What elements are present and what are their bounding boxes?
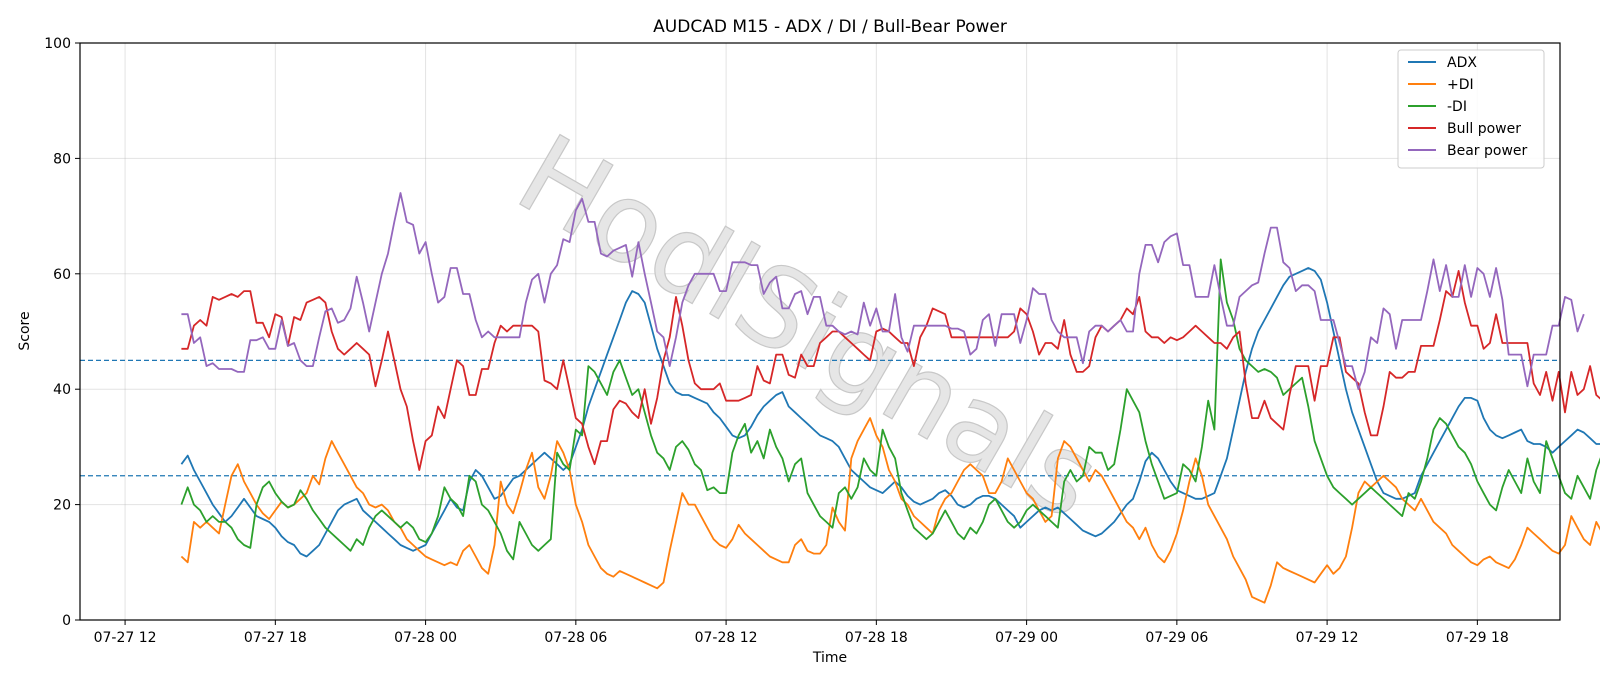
x-axis-ticks: 07-27 12 07-27 18 07-28 00 07-28 06 07-28 12…	[94, 620, 1509, 646]
x-tick-label: 07-29 12	[1296, 630, 1359, 646]
reference-lines	[80, 359, 1560, 477]
chart-title: AUDCAD M15 - ADX / DI / Bull-Bear Power	[653, 17, 1007, 37]
x-tick-label: 07-27 18	[244, 630, 307, 646]
legend: ADX +DI -DI Bull power Bear power	[1397, 49, 1545, 169]
series-line-adx	[180, 267, 1600, 558]
legend-entry: +DI	[1447, 77, 1474, 93]
x-tick-label: 07-28 18	[845, 630, 908, 646]
x-tick-label: 07-29 06	[1145, 630, 1208, 646]
legend-box	[1397, 49, 1545, 169]
x-tick-label: 07-28 12	[695, 630, 758, 646]
y-tick-label: 80	[53, 151, 71, 167]
x-tick-label: 07-29 00	[995, 630, 1058, 646]
y-tick-label: 60	[53, 267, 71, 283]
plot-frame	[79, 42, 1561, 621]
x-tick-label: 07-27 12	[94, 630, 157, 646]
series-line-di	[180, 417, 1600, 604]
series-line-bull-power	[181, 269, 1600, 471]
legend-entry: Bull power	[1447, 121, 1521, 137]
y-tick-label: 20	[53, 498, 71, 514]
series-lines	[180, 192, 1600, 604]
y-tick-label: 0	[62, 613, 71, 629]
series-line-bear-power	[181, 192, 1585, 391]
y-axis-ticks: 0 20 40 60 80 100	[44, 36, 80, 629]
x-tick-label: 07-29 18	[1446, 630, 1509, 646]
x-tick-label: 07-28 06	[544, 630, 607, 646]
y-axis-label: Score	[17, 311, 33, 350]
y-tick-label: 40	[53, 382, 71, 398]
legend-entry: ADX	[1447, 55, 1477, 71]
series-line-di	[180, 258, 1600, 561]
legend-entry: Bear power	[1447, 143, 1528, 159]
y-tick-label: 100	[44, 36, 71, 52]
legend-entry: -DI	[1447, 99, 1467, 115]
x-tick-label: 07-28 00	[394, 630, 457, 646]
x-axis-label: Time	[812, 650, 847, 666]
